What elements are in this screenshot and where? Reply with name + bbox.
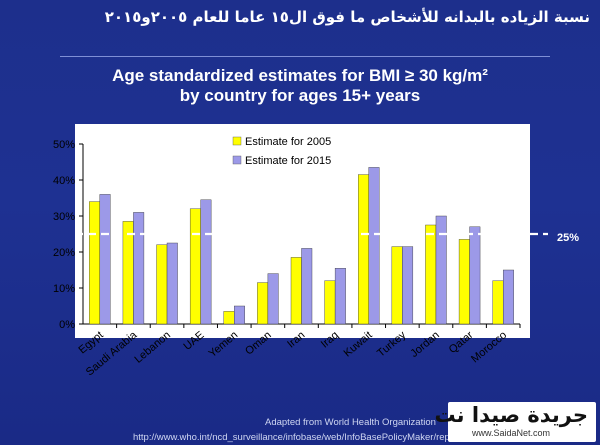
saidanet-logo: جريدة صيدا نت www.SaidaNet.com bbox=[434, 402, 596, 442]
reference-line-label: 25% bbox=[557, 232, 579, 244]
y-tick-label: 50% bbox=[53, 139, 75, 151]
bar-2015 bbox=[267, 273, 279, 325]
bar-2015 bbox=[368, 167, 380, 325]
y-tick-label: 30% bbox=[53, 211, 75, 223]
bar-2005 bbox=[492, 280, 504, 325]
legend-label: Estimate for 2005 bbox=[245, 136, 331, 148]
bar-2015 bbox=[301, 248, 313, 325]
bar-2005 bbox=[122, 221, 134, 325]
source-credit: Adapted from World Health Organization bbox=[265, 417, 436, 428]
legend-swatch-2015 bbox=[232, 155, 242, 165]
bar-2015 bbox=[402, 246, 414, 325]
bar-2015 bbox=[234, 305, 245, 325]
bar-2015 bbox=[469, 226, 481, 325]
bar-2015 bbox=[200, 199, 212, 325]
y-tick-label: 40% bbox=[53, 175, 75, 187]
arabic-page-title: نسبة الزياده بالبدانه للأشخاص ما فوق ال١… bbox=[104, 8, 590, 26]
legend-swatch-2005 bbox=[232, 136, 242, 146]
source-url[interactable]: http://www.who.int/ncd_surveillance/info… bbox=[133, 432, 587, 443]
logo-text: جريدة صيدا نت bbox=[434, 403, 588, 427]
chart-title-line-2: by country for ages 15+ years bbox=[179, 86, 421, 105]
bar-2005 bbox=[358, 174, 369, 325]
bar-2005 bbox=[257, 282, 269, 325]
title-divider bbox=[60, 56, 550, 57]
y-tick-label: 20% bbox=[53, 247, 75, 259]
chart-title-line-1: Age standardized estimates for BMI ≥ 30 … bbox=[112, 66, 488, 85]
bar-2015 bbox=[133, 212, 145, 325]
bar-2005 bbox=[425, 224, 437, 325]
bar-2015 bbox=[334, 268, 346, 325]
bar-2015 bbox=[99, 194, 111, 325]
logo-url: www.SaidaNet.com bbox=[472, 428, 551, 438]
bar-2005 bbox=[458, 239, 470, 325]
bar-2005 bbox=[391, 246, 403, 325]
bar-2005 bbox=[189, 208, 201, 325]
bar-2015 bbox=[166, 242, 178, 325]
bar-2005 bbox=[89, 201, 101, 325]
bar-2005 bbox=[156, 244, 168, 325]
y-tick-label: 0% bbox=[59, 319, 75, 331]
bar-2005 bbox=[324, 280, 336, 325]
bar-2015 bbox=[502, 269, 514, 325]
bar-2005 bbox=[290, 257, 302, 325]
legend-label: Estimate for 2015 bbox=[245, 155, 331, 167]
bar-2005 bbox=[223, 311, 235, 325]
bar-2015 bbox=[435, 215, 447, 325]
y-tick-label: 10% bbox=[53, 283, 75, 295]
chart-title: Age standardized estimates for BMI ≥ 30 … bbox=[0, 66, 600, 106]
